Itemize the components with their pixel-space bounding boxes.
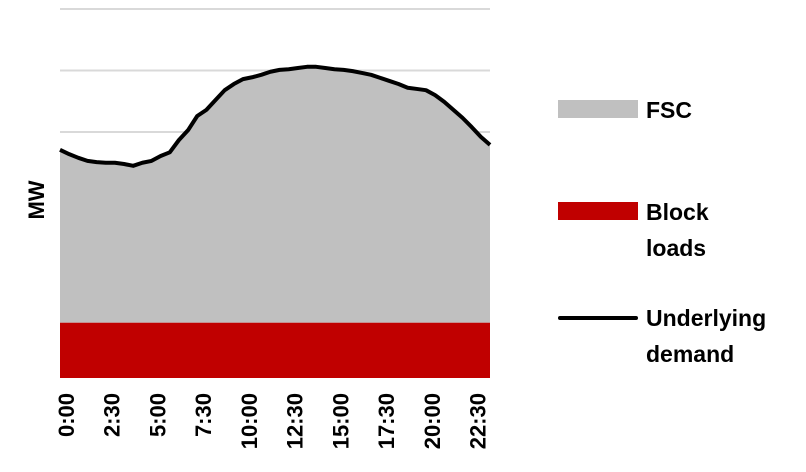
area [60, 66, 490, 323]
x-tick-label: 15:00 [328, 393, 353, 449]
legend-label: Block loads [646, 199, 709, 261]
x-tick-label: 2:30 [100, 393, 125, 437]
x-tick-label: 20:00 [420, 393, 445, 449]
legend-swatch [558, 100, 638, 118]
line [59, 64, 492, 168]
x-tick-label: 17:30 [374, 393, 399, 449]
legend-swatch [558, 316, 638, 320]
legend-item: Block loads [558, 194, 726, 266]
x-tick-label: 7:30 [191, 393, 216, 437]
legend-item: Underlying demand [558, 300, 796, 372]
area [60, 322, 490, 378]
x-tick-label: 22:30 [466, 393, 491, 449]
y-axis-label: MW [24, 180, 49, 219]
legend-label: Underlying demand [646, 305, 767, 367]
x-tick-label: 10:00 [237, 393, 262, 449]
legend-label: FSC [646, 97, 692, 123]
x-tick-label: 5:00 [145, 393, 170, 437]
legend-item: FSC [558, 92, 796, 128]
legend-swatch [558, 202, 638, 220]
x-tick-label: 0:00 [54, 393, 79, 437]
x-tick-label: 12:30 [283, 393, 308, 449]
